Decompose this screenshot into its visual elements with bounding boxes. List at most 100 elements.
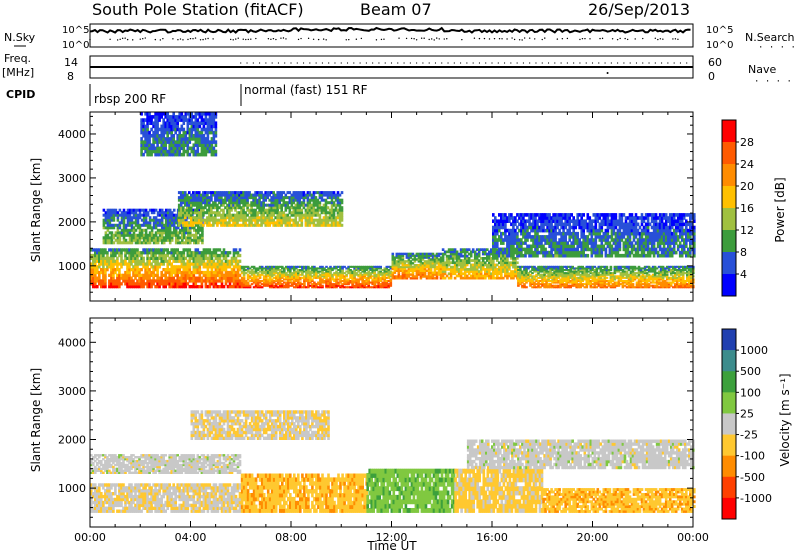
nave-tick-top: 60 (708, 56, 722, 69)
power-echo-cell (613, 270, 617, 273)
power-echo-cell (140, 279, 143, 283)
power-echo-cell (282, 221, 286, 225)
power-echo-cell (409, 277, 413, 280)
power-echo-cell (128, 248, 131, 252)
power-echo-cell (126, 256, 129, 260)
power-echo-cell (512, 259, 515, 262)
power-echo-cell (391, 260, 395, 263)
power-echo-cell (184, 193, 187, 197)
power-echo-cell (597, 283, 601, 286)
power-echo-cell (543, 265, 546, 268)
power-echo-cell (212, 262, 216, 266)
power-echo-cell (579, 270, 582, 273)
power-echo-cell (688, 272, 691, 275)
power-echo-cell (126, 221, 130, 225)
power-echo-cell (168, 251, 171, 255)
power-echo-cell (140, 236, 144, 240)
power-echo-cell (387, 273, 391, 276)
power-echo-cell (353, 267, 356, 270)
power-echo-cell (625, 270, 629, 273)
power-echo-cell (453, 276, 457, 280)
power-echo-cell (114, 223, 118, 227)
power-echo-cell (647, 270, 651, 273)
power-echo-cell (565, 280, 568, 283)
power-echo-cell (675, 273, 679, 276)
power-echo-cell (395, 269, 399, 272)
power-echo-cell (469, 259, 473, 262)
power-echo-cell (645, 273, 649, 276)
power-echo-cell (276, 216, 279, 220)
power-echo-cell (481, 274, 485, 278)
power-echo-cell (531, 265, 534, 268)
power-echo-cell (134, 253, 137, 258)
power-echo-cell (519, 265, 522, 268)
power-echo-cell (92, 270, 95, 275)
power-echo-cell (561, 270, 564, 273)
power-echo-cell (128, 282, 131, 286)
power-echo-cell (405, 252, 409, 256)
power-echo-cell (128, 241, 132, 245)
power-echo-cell (431, 252, 435, 256)
power-echo-cell (250, 196, 253, 200)
power-echo-cell (272, 211, 275, 215)
power-echo-cell (128, 265, 131, 269)
power-echo-cell (333, 284, 336, 287)
power-echo-cell (673, 280, 677, 283)
power-echo-cell (451, 250, 455, 254)
power-echo-cell (272, 201, 275, 205)
power-echo-cell (182, 273, 186, 277)
power-echo-cell (607, 270, 611, 273)
power-echo-cell (104, 262, 107, 266)
power-echo-cell (164, 248, 167, 252)
power-echo-cell (202, 211, 205, 215)
power-echo-cell (292, 201, 296, 205)
nsearch-point (413, 38, 415, 40)
power-echo-cell (486, 270, 489, 273)
power-echo-cell (130, 262, 133, 266)
power-echo-cell (571, 283, 574, 286)
power-echo-cell (661, 286, 665, 289)
power-echo-cell (156, 223, 160, 227)
power-echo-cell (447, 272, 451, 276)
power-echo-cell (679, 272, 683, 275)
power-echo-cell (521, 284, 524, 287)
power-echo-cell (186, 248, 190, 252)
power-echo-cell (555, 281, 558, 284)
power-echo-cell (160, 233, 164, 237)
power-echo-cell (132, 279, 135, 283)
power-echo-cell (300, 211, 304, 215)
power-echo-cell (228, 251, 232, 255)
power-echo-cell (671, 267, 675, 270)
power-echo-cell (395, 277, 399, 280)
power-echo-cell (629, 283, 633, 286)
power-echo-cell (429, 271, 433, 274)
power-echo-cell (234, 206, 237, 210)
power-echo-cell (571, 278, 574, 281)
power-echo-cell (486, 265, 489, 269)
power-echo-cell (673, 273, 677, 276)
power-echo-cell (244, 286, 248, 289)
power-echo-cell (411, 277, 415, 280)
power-echo-cell (138, 282, 141, 286)
power-echo-cell (453, 270, 457, 273)
power-echo-cell (148, 268, 151, 272)
power-echo-cell (323, 275, 326, 278)
power-echo-cell (427, 269, 431, 272)
power-echo-cell (649, 269, 653, 272)
power-echo-cell (116, 211, 120, 215)
power-echo-cell (258, 191, 261, 195)
power-echo-cell (643, 265, 647, 268)
power-echo-cell (675, 278, 679, 281)
power-echo-cell (541, 267, 544, 270)
power-echo-cell (605, 265, 609, 268)
power-echo-cell (128, 262, 131, 266)
nave-point (478, 62, 481, 64)
power-echo-cell (395, 267, 399, 271)
power-echo-cell (148, 223, 152, 227)
power-echo-cell (202, 191, 205, 195)
power-echo-cell (134, 262, 137, 266)
power-echo-cell (351, 275, 354, 278)
power-echo-cell (220, 265, 224, 269)
power-echo-cell (419, 256, 423, 259)
power-echo-cell (545, 269, 548, 272)
